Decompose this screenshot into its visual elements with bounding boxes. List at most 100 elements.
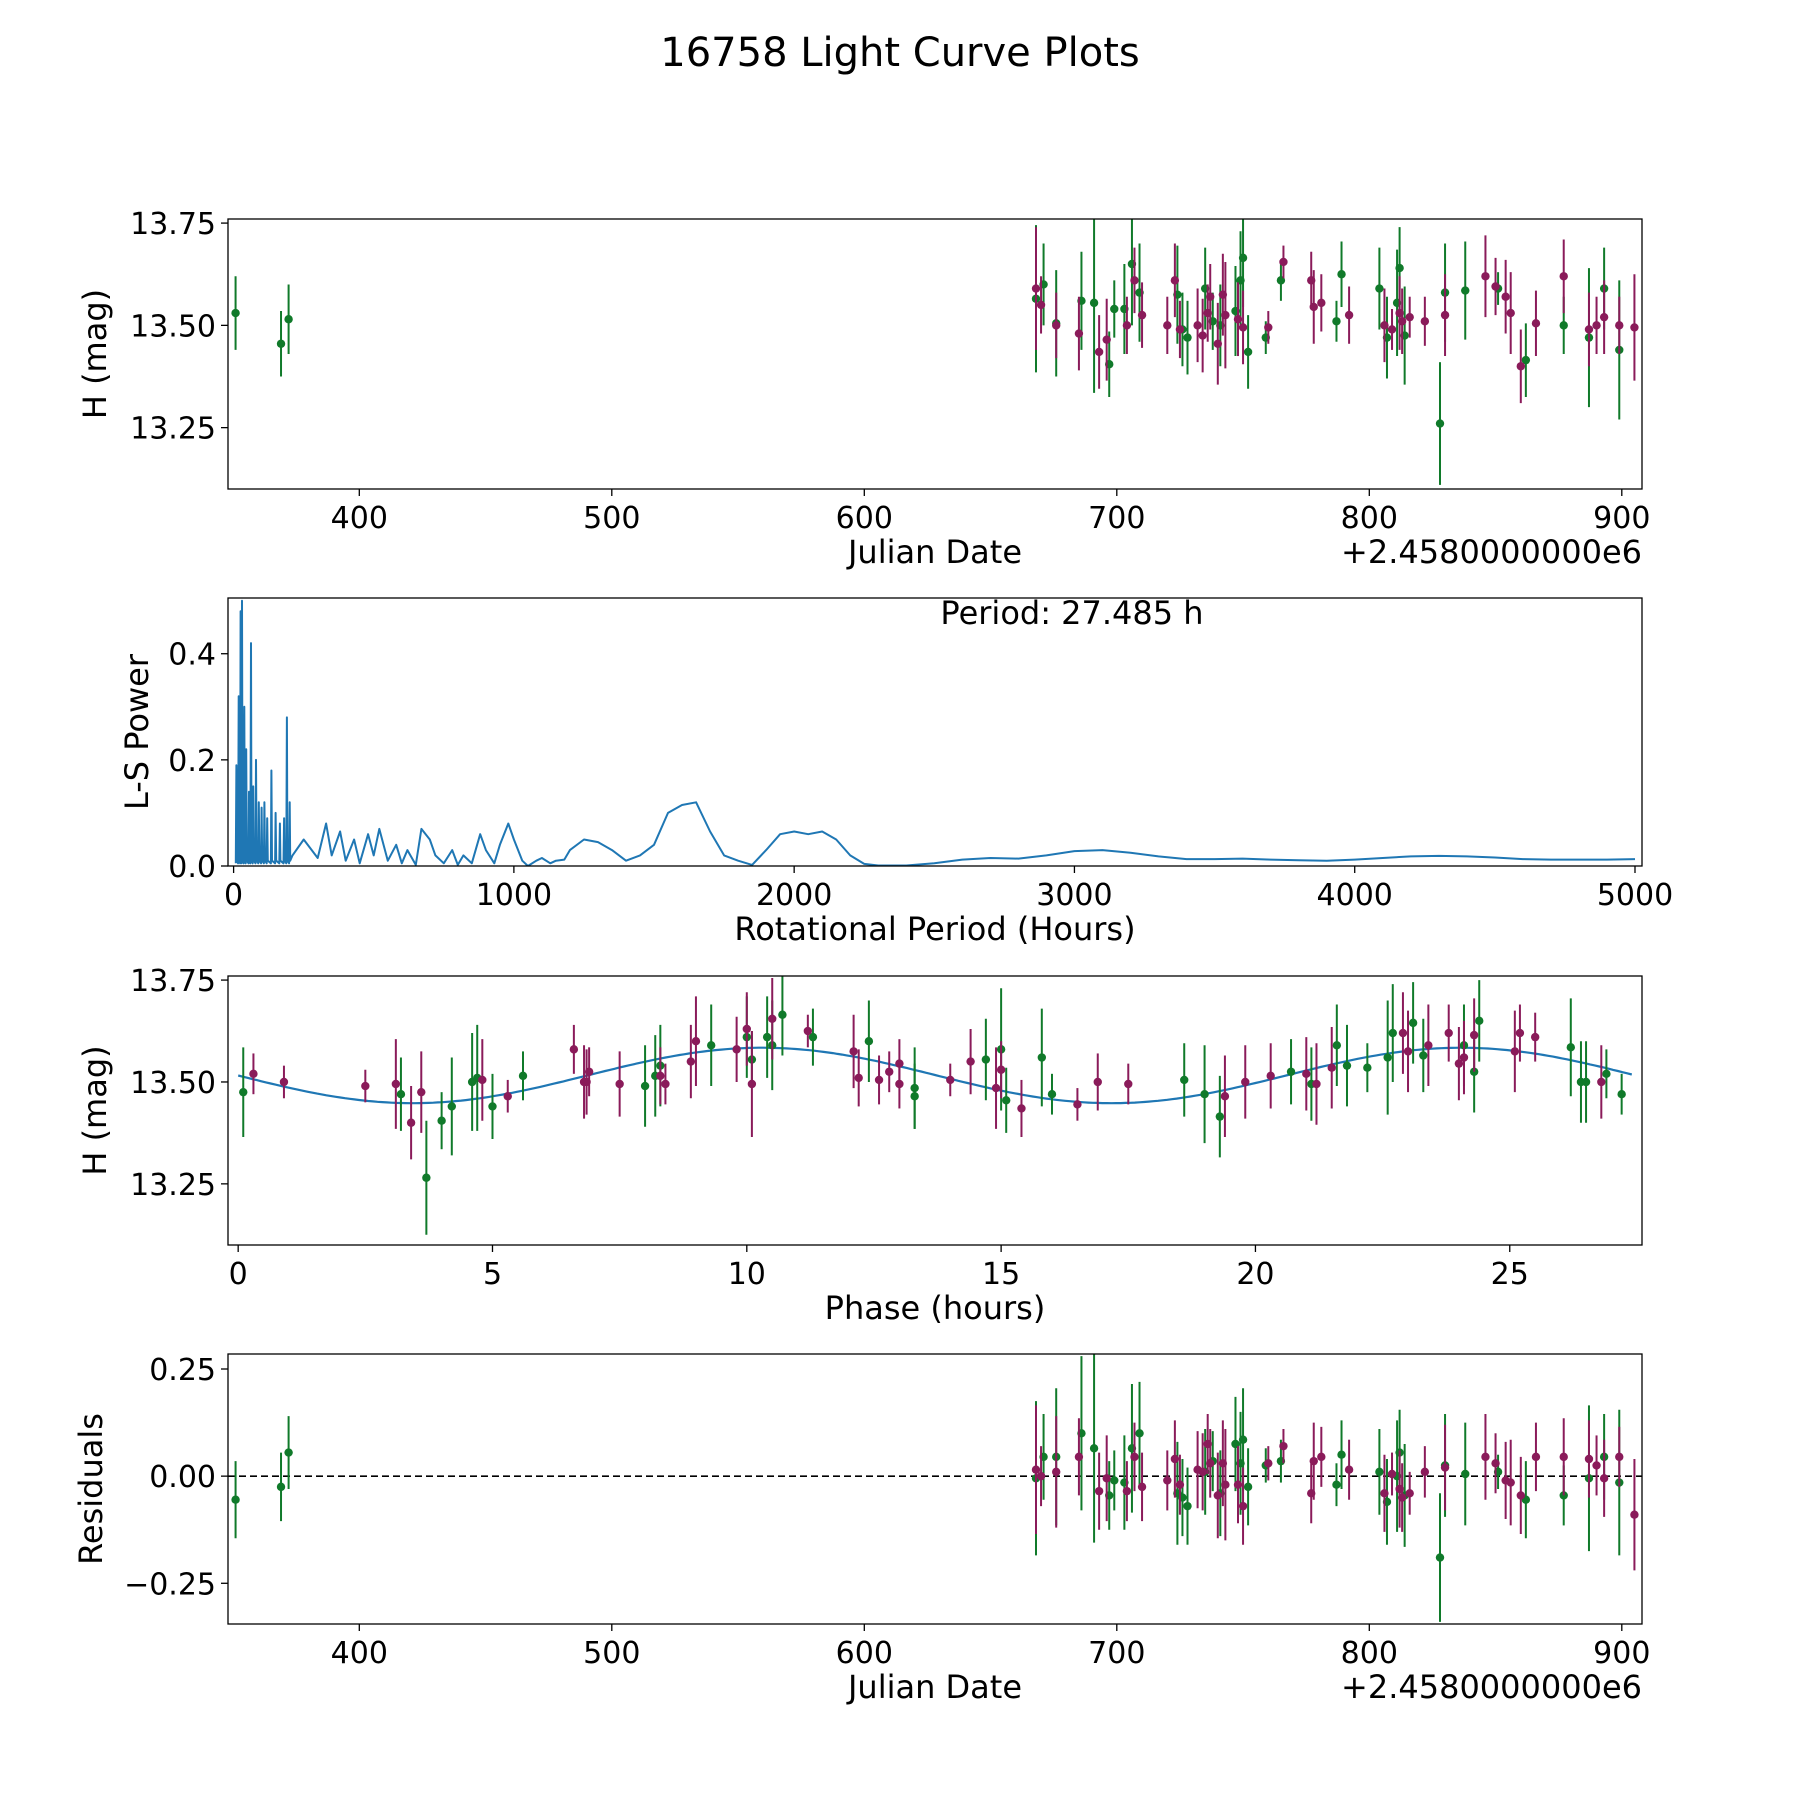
data-point [1036, 1471, 1046, 1481]
y-axis-label: H (mag) [76, 1045, 114, 1175]
data-point [1491, 1459, 1500, 1468]
data-point [1137, 310, 1147, 320]
axes-frame [227, 597, 1643, 867]
data-point [1506, 1478, 1515, 1487]
data-point [1286, 1067, 1296, 1076]
data-point [1110, 304, 1119, 314]
x-tick-label: 20 [1236, 1257, 1274, 1292]
data-point [284, 315, 293, 324]
data-point [1387, 1469, 1397, 1479]
data-point [1279, 257, 1288, 267]
data-point [1461, 1469, 1470, 1479]
data-point [1435, 1553, 1445, 1562]
data-point [569, 1045, 579, 1054]
data-point [1515, 1028, 1525, 1038]
y-tick-label: 0.25 [149, 1353, 216, 1388]
data-point [1036, 300, 1046, 310]
data-point [1220, 1092, 1230, 1101]
data-point [1074, 329, 1084, 338]
data-point [1459, 1053, 1469, 1062]
x-offset-label: +2.4580000000e6 [1341, 1668, 1642, 1706]
data-point [1630, 323, 1639, 332]
data-point [1317, 298, 1326, 308]
data-point [981, 1055, 991, 1064]
data-point [1175, 1480, 1185, 1489]
x-tick-label: 700 [1088, 1636, 1145, 1671]
x-tick-label: 900 [1593, 501, 1650, 536]
data-point [1221, 310, 1230, 320]
data-point [1031, 284, 1041, 293]
data-point [1193, 321, 1202, 330]
data-point [1615, 321, 1624, 330]
residuals-panel: 400 500 600 700 800 900 −0.25 0.00 0.25 Julian Da… [72, 1353, 1650, 1706]
y-axis-label: H (mag) [76, 289, 114, 419]
data-point [996, 1065, 1006, 1074]
data-point [1597, 1077, 1606, 1087]
data-point [1238, 1501, 1248, 1511]
data-point [1233, 315, 1243, 324]
data-point [1440, 1463, 1450, 1472]
data-point [640, 1081, 650, 1091]
x-axis-label: Phase (hours) [825, 1289, 1046, 1327]
data-point [874, 1075, 884, 1085]
data-point [803, 1026, 813, 1036]
y-tick-label: 0.4 [168, 638, 216, 673]
data-point [966, 1057, 975, 1066]
data-point [808, 1032, 818, 1042]
data-point [686, 1057, 696, 1066]
data-point [1387, 325, 1397, 334]
data-point [1074, 1452, 1084, 1462]
data-point [1017, 1104, 1026, 1113]
data-point [1200, 1089, 1209, 1099]
data-point [1420, 317, 1430, 326]
data-point [768, 1014, 777, 1023]
data-point [1238, 253, 1248, 263]
data-point [1047, 1089, 1057, 1099]
data-point [1213, 1491, 1223, 1500]
data-point [1094, 347, 1104, 357]
data-point [661, 1079, 670, 1089]
data-point [1122, 1486, 1132, 1496]
data-point [1435, 419, 1445, 428]
data-point [1279, 1441, 1288, 1451]
data-point [864, 1037, 874, 1046]
data-point [518, 1071, 528, 1081]
data-point [1337, 270, 1346, 279]
data-point [1037, 1053, 1047, 1062]
data-point [1089, 1444, 1099, 1453]
y-tick-label: 13.25 [130, 1168, 216, 1203]
x-tick-label: 1000 [476, 878, 552, 913]
data-point [391, 1079, 401, 1089]
x-tick-label: 10 [728, 1257, 766, 1292]
data-point [1052, 1467, 1061, 1477]
data-point [1521, 355, 1531, 365]
data-point [1093, 1077, 1102, 1087]
data-point [1581, 1077, 1591, 1087]
data-point [1615, 1452, 1624, 1462]
data-point [1130, 1452, 1139, 1462]
data-point [1317, 1452, 1326, 1462]
data-point [1397, 1493, 1407, 1502]
data-point [1602, 1069, 1611, 1079]
y-tick-label: 13.50 [130, 1066, 216, 1101]
data-point [1183, 1501, 1192, 1511]
data-point [584, 1067, 594, 1076]
data-point [1122, 321, 1132, 330]
data-point [1163, 321, 1172, 330]
data-point [732, 1045, 741, 1054]
data-point [742, 1024, 752, 1034]
axes-frame [227, 218, 1643, 490]
data-point [762, 1032, 772, 1042]
data-point [231, 1495, 240, 1504]
x-tick-label: 800 [1341, 1636, 1398, 1671]
data-point [1599, 1474, 1609, 1483]
data-point [1337, 1450, 1346, 1459]
data-point [854, 1073, 863, 1083]
x-tick-label: 700 [1088, 501, 1145, 536]
data-point [1238, 1435, 1248, 1444]
x-axis-label: Julian Date [846, 1668, 1022, 1706]
data-point [1175, 325, 1185, 334]
data-point [946, 1075, 955, 1085]
data-point [447, 1102, 456, 1111]
